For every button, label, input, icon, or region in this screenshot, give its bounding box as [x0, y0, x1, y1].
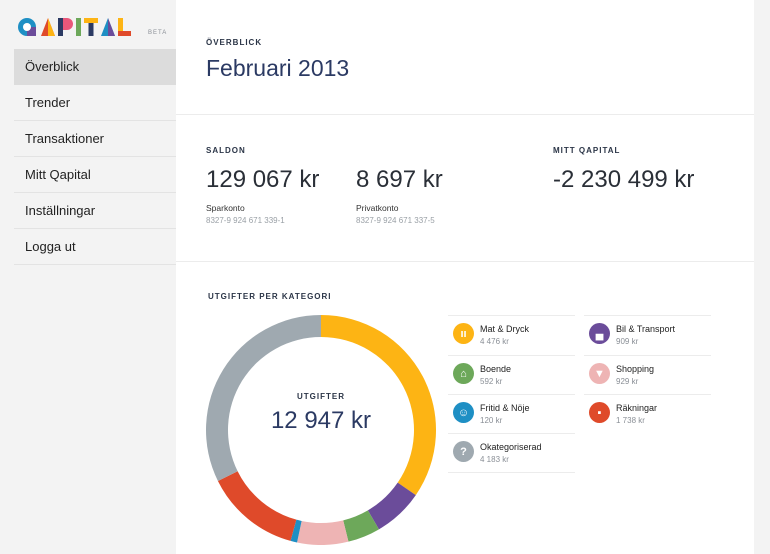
divider [176, 114, 754, 115]
balance-privatkonto[interactable]: 8 697 kr Privatkonto 8327-9 924 671 337-… [356, 166, 443, 225]
sidebar-item-trender[interactable]: Trender [14, 85, 176, 121]
mitt-qapital-balance[interactable]: -2 230 499 kr [553, 166, 694, 194]
legend-item-bil-transport[interactable]: ▄ Bil & Transport 909 kr [584, 315, 711, 355]
category-name: Okategoriserad [480, 442, 542, 452]
qapital-amount: -2 230 499 kr [553, 166, 695, 193]
category-name: Mat & Dryck [480, 324, 530, 334]
category-amount: 1 738 kr [616, 416, 645, 425]
sidebar: BETA Överblick Trender Transaktioner Mit… [0, 0, 176, 554]
category-name: Fritid & Nöje [480, 403, 530, 413]
legend-item-boende[interactable]: ⌂ Boende 592 kr [448, 355, 575, 395]
donut-center-label: UTGIFTER [297, 392, 345, 401]
category-amount: 4 476 kr [480, 337, 509, 346]
balance-amount: 129 067 kr [206, 166, 320, 193]
main-content: ÖVERBLICK Februari 2013 SALDON 129 067 k… [176, 0, 754, 554]
category-amount: 592 kr [480, 377, 503, 386]
smiley-icon: ☺ [453, 402, 474, 423]
expenses-donut-chart[interactable] [206, 315, 436, 545]
legend-item-fritid-noje[interactable]: ☺ Fritid & Nöje 120 kr [448, 394, 575, 434]
fork-knife-icon: ıı [453, 323, 474, 344]
account-name: Sparkonto [206, 203, 245, 213]
beta-badge: BETA [148, 30, 168, 36]
car-icon: ▄ [589, 323, 610, 344]
account-number: 8327-9 924 671 339-1 [206, 216, 285, 225]
sidebar-item-overblick[interactable]: Överblick [14, 49, 176, 85]
donut-segment-briefcase[interactable] [217, 471, 297, 541]
donut-segment-house[interactable] [343, 510, 379, 542]
donut-center-total: 12 947 kr [270, 407, 372, 434]
house-icon: ⌂ [453, 363, 474, 384]
category-name: Boende [480, 364, 512, 374]
donut-segment-car[interactable] [367, 482, 416, 530]
donut-segment-smiley[interactable] [290, 519, 302, 543]
donut-segment-shirt[interactable] [297, 520, 349, 545]
expenses-label: UTGIFTER PER KATEGORI [208, 292, 332, 301]
sidebar-item-transaktioner[interactable]: Transaktioner [14, 121, 176, 157]
question-icon: ? [453, 441, 474, 462]
qapital-logo-icon [18, 18, 131, 36]
page-title: Februari 2013 [206, 55, 350, 81]
category-amount: 929 kr [616, 377, 639, 386]
category-name: Räkningar [616, 403, 658, 413]
legend-item-shopping[interactable]: ▼ Shopping 929 kr [584, 355, 711, 395]
legend-item-rakningar[interactable]: ▪ Räkningar 1 738 kr [584, 394, 711, 434]
briefcase-icon: ▪ [589, 402, 610, 423]
balance-sparkonto[interactable]: 129 067 kr Sparkonto 8327-9 924 671 339-… [206, 166, 319, 225]
category-amount: 120 kr [480, 416, 503, 425]
donut-segment-fork-knife[interactable] [321, 315, 436, 496]
category-amount: 4 183 kr [480, 455, 509, 464]
right-gutter [754, 0, 770, 554]
sidebar-item-installningar[interactable]: Inställningar [14, 193, 176, 229]
shirt-icon: ▼ [589, 363, 610, 384]
account-name: Privatkonto [356, 203, 399, 213]
balances-label: SALDON [206, 146, 246, 155]
legend-item-okategoriserad[interactable]: ? Okategoriserad 4 183 kr [448, 433, 575, 473]
sidebar-item-mitt-qapital[interactable]: Mitt Qapital [14, 157, 176, 193]
mitt-qapital-label: MITT QAPITAL [553, 146, 621, 155]
category-amount: 909 kr [616, 337, 639, 346]
divider [176, 261, 754, 262]
overview-label: ÖVERBLICK [206, 38, 263, 47]
sidebar-nav: Överblick Trender Transaktioner Mitt Qap… [14, 49, 176, 265]
account-number: 8327-9 924 671 337-5 [356, 216, 435, 225]
balance-amount: 8 697 kr [356, 166, 443, 193]
brand-logo[interactable]: BETA [17, 12, 167, 38]
legend-item-mat-dryck[interactable]: ıı Mat & Dryck 4 476 kr [448, 315, 575, 355]
category-name: Bil & Transport [616, 324, 676, 334]
sidebar-item-logga-ut[interactable]: Logga ut [14, 229, 176, 265]
donut-segment-question[interactable] [206, 315, 321, 481]
category-name: Shopping [616, 364, 655, 374]
